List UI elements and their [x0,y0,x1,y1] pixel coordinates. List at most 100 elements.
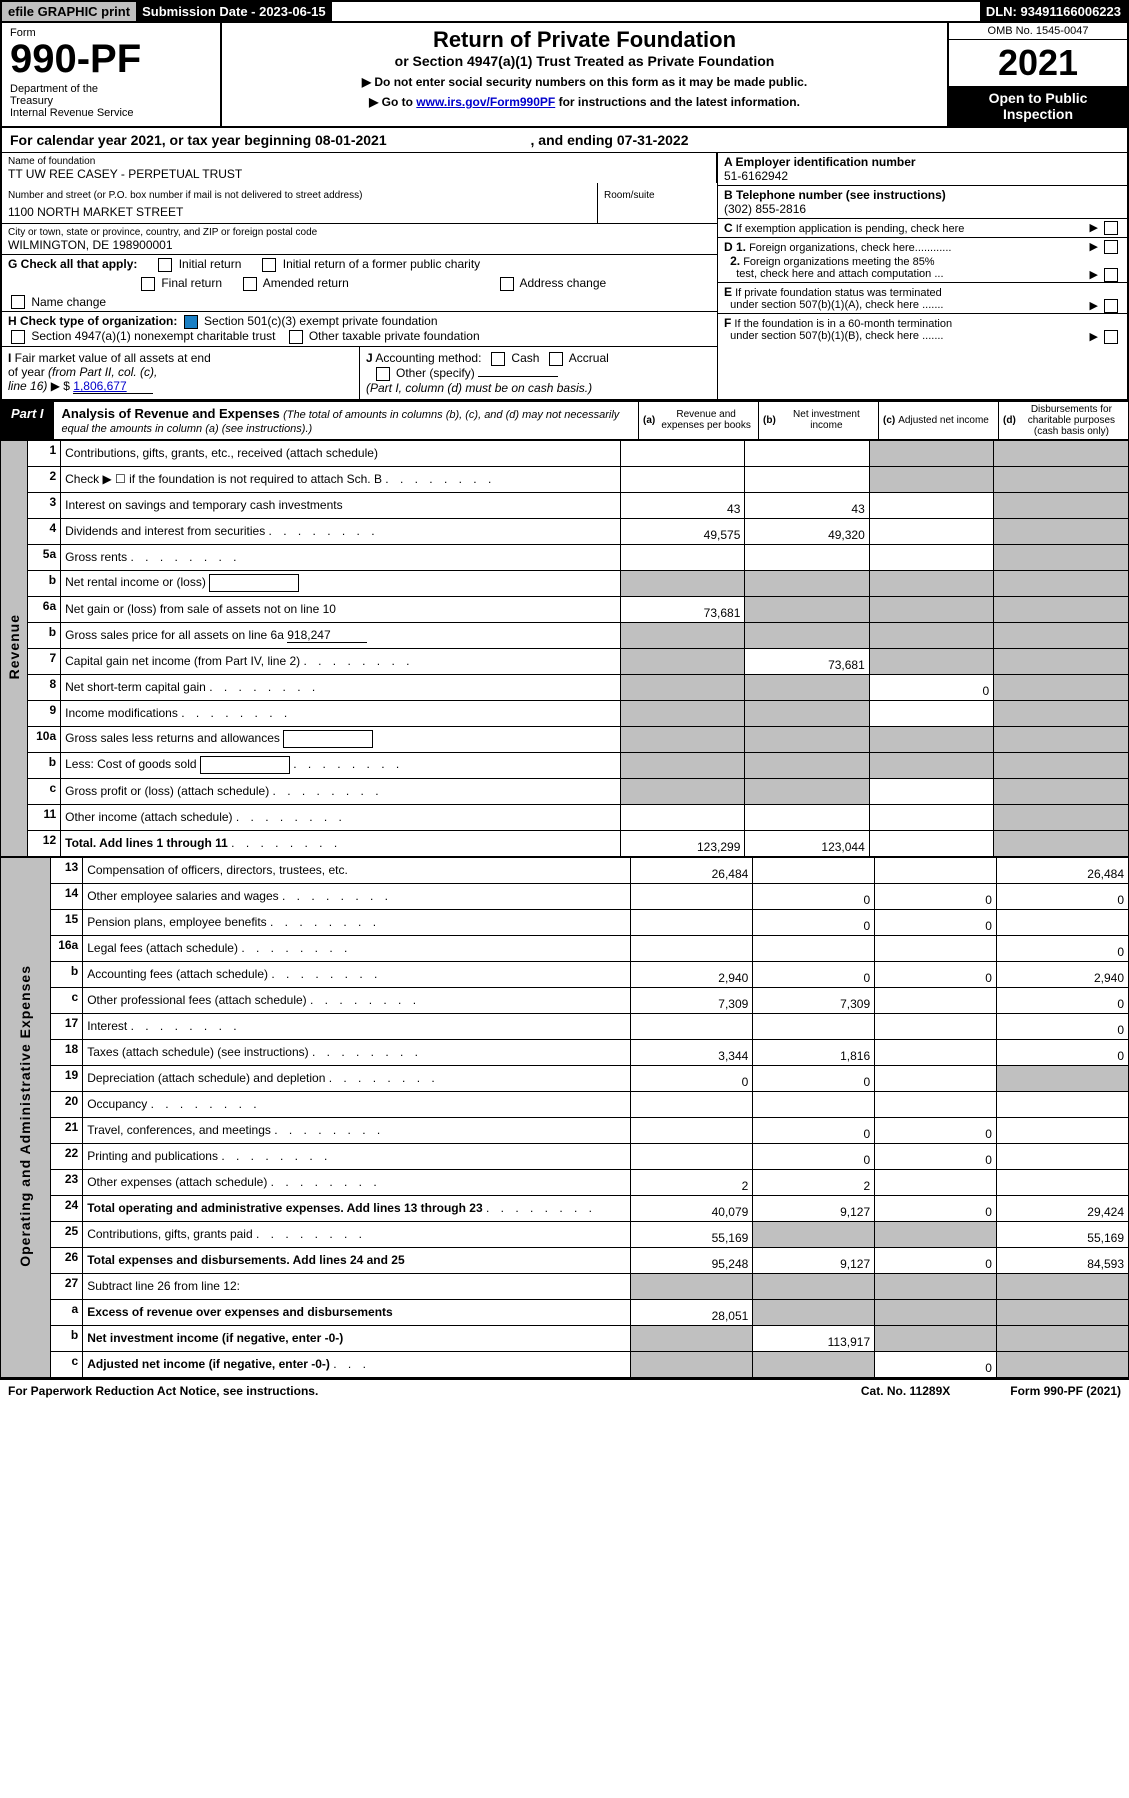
amount-cell [745,674,869,700]
form-title: Return of Private Foundation [230,27,939,53]
page-footer: For Paperwork Reduction Act Notice, see … [0,1378,1129,1402]
row-desc: Legal fees (attach schedule) . . . . . .… [83,935,631,961]
table-row: bAccounting fees (attach schedule) . . .… [1,961,1129,987]
amount-cell: 2,940 [996,961,1128,987]
table-row: 6aNet gain or (loss) from sale of assets… [1,596,1129,622]
row-desc: Printing and publications . . . . . . . … [83,1143,631,1169]
side-label: Operating and Administrative Expenses [1,857,51,1377]
amount-cell [994,804,1129,830]
amount-cell [869,830,993,856]
501c3-chk[interactable] [184,315,198,329]
amount-cell [994,752,1129,778]
table-row: bNet investment income (if negative, ent… [1,1325,1129,1351]
amount-cell: 7,309 [631,987,753,1013]
row-desc: Travel, conferences, and meetings . . . … [83,1117,631,1143]
amount-cell [996,1143,1128,1169]
amount-cell [994,726,1129,752]
amount-cell: 0 [875,1247,997,1273]
address-change-chk[interactable] [500,277,514,291]
amount-cell [745,466,869,492]
amount-cell [631,1351,753,1377]
table-row: bNet rental income or (loss) [1,570,1129,596]
amount-cell [620,778,744,804]
row-desc: Gross sales price for all assets on line… [61,622,621,648]
amount-cell [875,935,997,961]
amount-cell [631,1117,753,1143]
table-row: 12Total. Add lines 1 through 11 . . . . … [1,830,1129,856]
amount-cell: 0 [753,1065,875,1091]
table-row: 25Contributions, gifts, grants paid . . … [1,1221,1129,1247]
dln: DLN: 93491166006223 [980,2,1127,21]
amount-cell: 0 [996,1039,1128,1065]
table-row: bGross sales price for all assets on lin… [1,622,1129,648]
amount-cell: 0 [753,883,875,909]
ein: 51-6162942 [724,169,788,183]
amount-cell: 9,127 [753,1247,875,1273]
accrual-chk[interactable] [549,352,563,366]
amount-cell [996,909,1128,935]
amended-return-chk[interactable] [243,277,257,291]
row-num: 1 [27,440,60,466]
row-num: 5a [27,544,60,570]
g-label: G Check all that apply: [8,257,137,271]
amount-cell: 73,681 [620,596,744,622]
final-return-chk[interactable] [141,277,155,291]
row-num: 3 [27,492,60,518]
table-row: 21Travel, conferences, and meetings . . … [1,1117,1129,1143]
row-num: 8 [27,674,60,700]
irs-link[interactable]: www.irs.gov/Form990PF [416,95,555,109]
initial-return-chk[interactable] [158,258,172,272]
cash-chk[interactable] [491,352,505,366]
row-desc: Other expenses (attach schedule) . . . .… [83,1169,631,1195]
amount-cell: 0 [753,909,875,935]
table-row: 22Printing and publications . . . . . . … [1,1143,1129,1169]
amount-cell [745,778,869,804]
amount-cell [631,1325,753,1351]
other-method-chk[interactable] [376,367,390,381]
amount-cell: 0 [631,1065,753,1091]
open-inspection: Open to Public Inspection [949,86,1127,126]
amount-cell [875,1039,997,1065]
amount-cell [631,1273,753,1299]
amount-cell [869,726,993,752]
row-desc: Pension plans, employee benefits . . . .… [83,909,631,935]
table-row: 5aGross rents . . . . . . . . [1,544,1129,570]
fmv-value[interactable]: 1,806,677 [73,379,153,394]
c-chk[interactable] [1104,221,1118,235]
4947-chk[interactable] [11,330,25,344]
amount-cell [994,492,1129,518]
amount-cell [745,804,869,830]
table-row: 8Net short-term capital gain . . . . . .… [1,674,1129,700]
city-label: City or town, state or province, country… [8,227,317,238]
f-chk[interactable] [1104,330,1118,344]
side-label: Revenue [1,440,28,856]
amount-cell [745,622,869,648]
row-desc: Subtract line 26 from line 12: [83,1273,631,1299]
other-taxable-chk[interactable] [289,330,303,344]
row-num: 10a [27,726,60,752]
foundation-name: TT UW REE CASEY - PERPETUAL TRUST [8,167,242,181]
table-row: 17Interest . . . . . . . .0 [1,1013,1129,1039]
name-change-chk[interactable] [11,295,25,309]
table-row: 15Pension plans, employee benefits . . .… [1,909,1129,935]
row-desc: Adjusted net income (if negative, enter … [83,1351,631,1377]
amount-cell: 0 [875,961,997,987]
row-desc: Gross profit or (loss) (attach schedule)… [61,778,621,804]
amount-cell [620,752,744,778]
e-chk[interactable] [1104,299,1118,313]
amount-cell [631,1013,753,1039]
amount-cell [875,1273,997,1299]
d1-chk[interactable] [1104,240,1118,254]
initial-former-chk[interactable] [262,258,276,272]
row-desc: Less: Cost of goods sold . . . . . . . . [61,752,621,778]
amount-cell [620,804,744,830]
amount-cell [745,700,869,726]
row-desc: Total. Add lines 1 through 11 . . . . . … [61,830,621,856]
row-num: b [50,1325,82,1351]
d2-chk[interactable] [1104,268,1118,282]
amount-cell [869,778,993,804]
amount-cell [994,440,1129,466]
amount-cell [869,492,993,518]
amount-cell: 123,299 [620,830,744,856]
row-num: b [27,570,60,596]
